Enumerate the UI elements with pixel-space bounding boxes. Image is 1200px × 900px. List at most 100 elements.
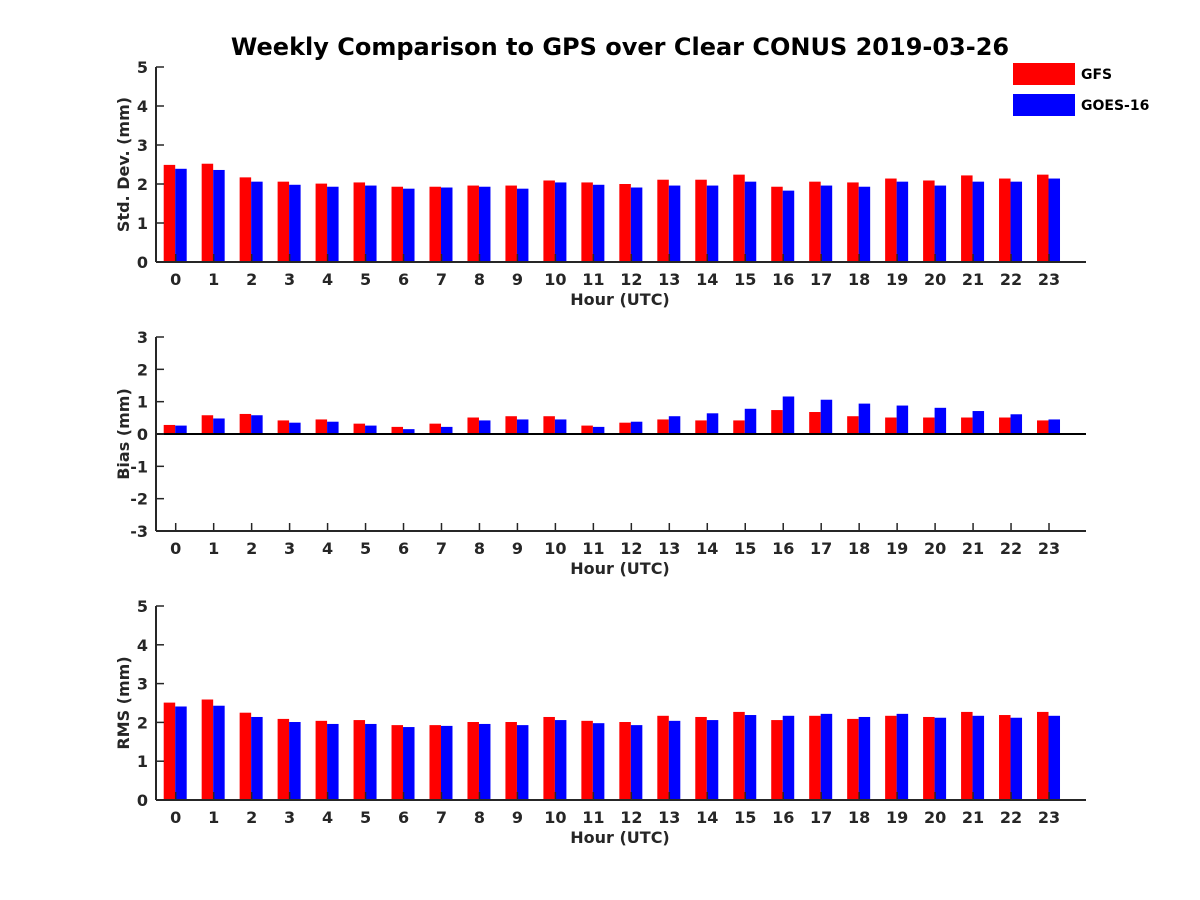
x-axis-label: Hour (UTC) xyxy=(570,559,670,578)
x-tick-label: 13 xyxy=(658,270,680,289)
legend-label-gfs: GFS xyxy=(1081,67,1112,83)
x-tick-label: 16 xyxy=(772,270,794,289)
bar-goes-16-hour-18 xyxy=(858,716,871,800)
legend-swatch-goes-16 xyxy=(1013,94,1075,116)
bar-goes-16-hour-14 xyxy=(706,413,719,434)
bar-goes-16-hour-1 xyxy=(213,418,225,434)
bar-gfs-hour-15 xyxy=(733,174,745,262)
bar-gfs-hour-11 xyxy=(581,182,593,262)
bar-goes-16-hour-2 xyxy=(251,415,263,434)
x-tick-label: 1 xyxy=(208,808,219,827)
x-tick-label: 21 xyxy=(962,808,984,827)
bar-gfs-hour-6 xyxy=(391,186,404,262)
bar-gfs-hour-19 xyxy=(885,417,897,434)
bar-gfs-hour-23 xyxy=(1037,420,1049,434)
bar-gfs-hour-8 xyxy=(467,417,479,434)
x-tick-label: 8 xyxy=(474,270,485,289)
bar-gfs-hour-21 xyxy=(961,711,973,800)
bar-gfs-hour-3 xyxy=(277,181,290,262)
y-tick-label: 3 xyxy=(137,136,148,155)
bar-goes-16-hour-4 xyxy=(327,723,339,800)
bar-gfs-hour-11 xyxy=(581,720,593,800)
bar-gfs-hour-6 xyxy=(391,725,404,800)
x-tick-label: 22 xyxy=(1000,539,1022,558)
x-tick-label: 3 xyxy=(284,808,295,827)
y-tick-label: 0 xyxy=(137,791,148,810)
x-tick-label: 19 xyxy=(886,270,908,289)
x-axis-label: Hour (UTC) xyxy=(570,828,670,847)
x-tick-label: 16 xyxy=(772,808,794,827)
x-axis-label: Hour (UTC) xyxy=(570,290,670,309)
bar-gfs-hour-7 xyxy=(429,423,441,434)
bar-goes-16-hour-22 xyxy=(1010,181,1023,262)
bar-goes-16-hour-16 xyxy=(782,715,795,800)
bar-goes-16-hour-10 xyxy=(554,720,567,800)
bar-goes-16-hour-2 xyxy=(251,716,263,800)
bar-gfs-hour-2 xyxy=(239,712,252,800)
bar-goes-16-hour-1 xyxy=(213,169,225,262)
bar-gfs-hour-12 xyxy=(619,184,631,262)
x-tick-label: 11 xyxy=(582,808,604,827)
bar-gfs-hour-18 xyxy=(847,416,859,434)
x-tick-label: 4 xyxy=(322,539,333,558)
bar-gfs-hour-2 xyxy=(239,413,252,434)
bar-gfs-hour-5 xyxy=(353,720,366,800)
x-tick-label: 19 xyxy=(886,808,908,827)
bar-gfs-hour-16 xyxy=(771,410,783,434)
x-tick-label: 10 xyxy=(544,539,566,558)
x-tick-label: 20 xyxy=(924,539,946,558)
bar-gfs-hour-2 xyxy=(239,177,252,262)
bar-gfs-hour-17 xyxy=(809,412,821,434)
x-tick-label: 14 xyxy=(696,270,718,289)
x-tick-label: 3 xyxy=(284,539,295,558)
bar-goes-16-hour-16 xyxy=(782,190,795,262)
x-tick-label: 11 xyxy=(582,539,604,558)
x-tick-label: 13 xyxy=(658,808,680,827)
bar-gfs-hour-23 xyxy=(1037,711,1049,800)
y-tick-label: 2 xyxy=(137,175,148,194)
y-tick-label: -1 xyxy=(130,457,148,476)
x-tick-label: 11 xyxy=(582,270,604,289)
x-tick-label: 23 xyxy=(1038,270,1060,289)
bar-gfs-hour-7 xyxy=(429,186,441,262)
bar-goes-16-hour-8 xyxy=(478,186,491,262)
x-tick-label: 15 xyxy=(734,270,756,289)
bar-gfs-hour-22 xyxy=(999,417,1011,434)
x-tick-label: 6 xyxy=(398,270,409,289)
bar-gfs-hour-1 xyxy=(201,699,214,800)
bar-goes-16-hour-23 xyxy=(1048,715,1061,800)
x-tick-label: 2 xyxy=(246,808,257,827)
bar-goes-16-hour-19 xyxy=(896,181,909,262)
x-tick-label: 8 xyxy=(474,539,485,558)
y-tick-label: -2 xyxy=(130,490,148,509)
bar-goes-16-hour-4 xyxy=(327,421,339,434)
legend: GFS GOES-16 xyxy=(1013,63,1149,116)
x-tick-label: 6 xyxy=(398,539,409,558)
bar-gfs-hour-4 xyxy=(315,183,328,262)
bar-gfs-hour-20 xyxy=(923,716,935,800)
x-tick-label: 10 xyxy=(544,270,566,289)
x-tick-label: 12 xyxy=(620,270,642,289)
bar-gfs-hour-14 xyxy=(695,420,707,434)
x-tick-label: 22 xyxy=(1000,270,1022,289)
bar-gfs-hour-9 xyxy=(505,416,517,434)
bar-goes-16-hour-22 xyxy=(1010,717,1023,800)
x-tick-label: 13 xyxy=(658,539,680,558)
bar-gfs-hour-19 xyxy=(885,178,897,262)
y-tick-label: 1 xyxy=(137,393,148,412)
y-tick-label: 5 xyxy=(137,597,148,616)
bar-goes-16-hour-4 xyxy=(327,186,339,262)
x-tick-label: 4 xyxy=(322,270,333,289)
x-tick-label: 5 xyxy=(360,808,371,827)
bar-gfs-hour-17 xyxy=(809,181,821,262)
x-tick-label: 1 xyxy=(208,270,219,289)
bar-gfs-hour-10 xyxy=(543,716,555,800)
bar-goes-16-hour-8 xyxy=(478,420,491,434)
y-tick-label: 2 xyxy=(137,360,148,379)
bar-goes-16-hour-12 xyxy=(630,421,643,434)
bar-goes-16-hour-3 xyxy=(289,722,301,800)
bar-goes-16-hour-17 xyxy=(820,713,833,800)
bar-gfs-hour-4 xyxy=(315,419,328,434)
bar-goes-16-hour-0 xyxy=(175,706,187,800)
